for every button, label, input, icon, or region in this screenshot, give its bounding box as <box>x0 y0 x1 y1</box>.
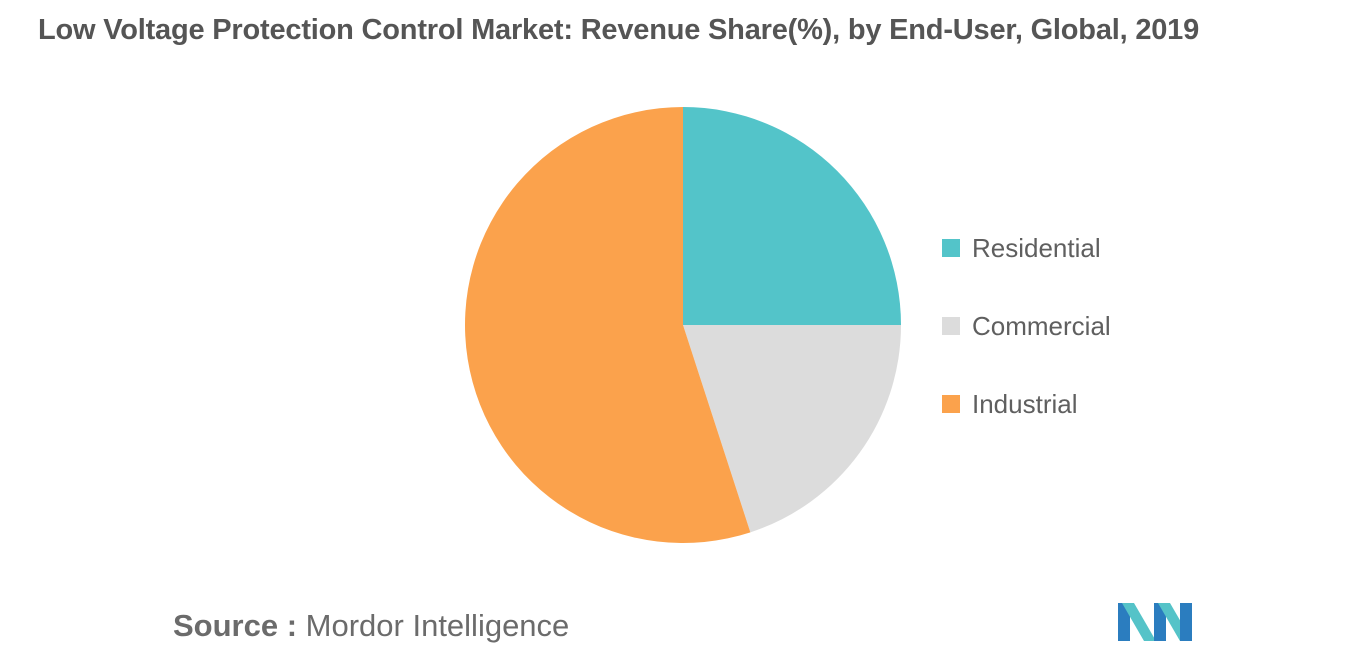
logo-right-bar <box>1180 603 1192 641</box>
legend-item-industrial: Industrial <box>942 386 1111 422</box>
pie-slices <box>464 107 901 543</box>
legend-item-commercial: Commercial <box>942 308 1111 344</box>
source-note: Source : Mordor Intelligence <box>173 608 569 644</box>
pie-slice-residential <box>683 107 901 325</box>
legend-label-commercial: Commercial <box>972 310 1111 341</box>
logo-mid-bar <box>1154 603 1166 641</box>
legend-label-residential: Residential <box>972 232 1101 263</box>
logo-left-diagonal <box>1122 603 1156 641</box>
pie-slice-industrial <box>464 107 751 543</box>
legend-label-industrial: Industrial <box>972 388 1078 419</box>
mordor-intelligence-logo <box>1118 603 1192 641</box>
legend-swatch-industrial <box>942 395 960 413</box>
source-value: Mordor Intelligence <box>305 608 570 643</box>
legend-item-residential: Residential <box>942 230 1111 266</box>
chart-legend: Residential Commercial Industrial <box>942 230 1111 464</box>
legend-swatch-residential <box>942 239 960 257</box>
source-label: Source : <box>173 608 298 643</box>
pie-slice-commercial <box>683 325 901 533</box>
chart-title: Low Voltage Protection Control Market: R… <box>38 14 1200 46</box>
logo-left-bar <box>1118 603 1130 641</box>
legend-swatch-commercial <box>942 317 960 335</box>
